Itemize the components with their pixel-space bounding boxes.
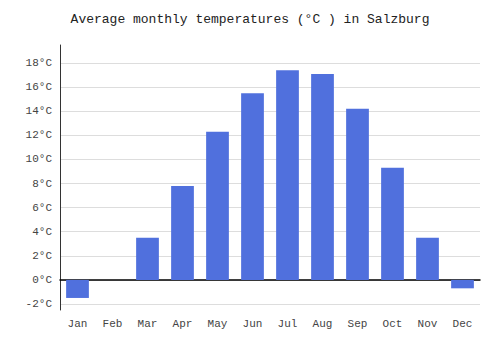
svg-text:Mar: Mar: [138, 318, 158, 330]
svg-text:0°C: 0°C: [32, 274, 52, 286]
svg-text:Feb: Feb: [103, 318, 123, 330]
svg-text:18°C: 18°C: [26, 57, 53, 69]
svg-text:Apr: Apr: [173, 318, 193, 330]
svg-text:10°C: 10°C: [26, 153, 53, 165]
svg-text:Oct: Oct: [383, 318, 403, 330]
svg-text:4°C: 4°C: [32, 226, 52, 238]
svg-text:8°C: 8°C: [32, 178, 52, 190]
svg-text:May: May: [208, 318, 228, 330]
svg-text:Nov: Nov: [418, 318, 438, 330]
svg-text:2°C: 2°C: [32, 250, 52, 262]
svg-text:Average monthly temperatures (: Average monthly temperatures (°C ) in Sa…: [71, 12, 430, 27]
svg-text:Jul: Jul: [278, 318, 298, 330]
svg-text:Dec: Dec: [453, 318, 473, 330]
svg-text:12°C: 12°C: [26, 129, 53, 141]
svg-text:Sep: Sep: [348, 318, 368, 330]
svg-text:16°C: 16°C: [26, 81, 53, 93]
svg-text:6°C: 6°C: [32, 202, 52, 214]
svg-text:14°C: 14°C: [26, 105, 53, 117]
svg-text:-2°C: -2°C: [26, 298, 53, 310]
svg-text:Aug: Aug: [313, 318, 333, 330]
svg-text:Jun: Jun: [243, 318, 263, 330]
svg-text:Jan: Jan: [68, 318, 88, 330]
